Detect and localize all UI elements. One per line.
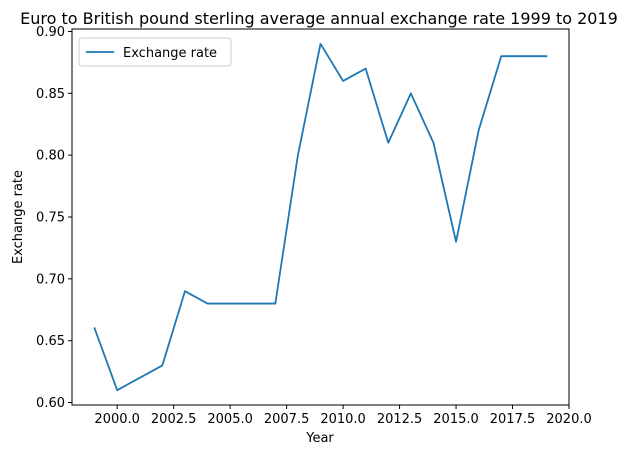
legend-label: Exchange rate [123, 46, 217, 61]
x-tick-label: 2010.0 [320, 412, 366, 427]
y-axis: 0.60 0.65 0.70 0.75 0.80 0.85 0.90 [36, 25, 72, 411]
y-tick-label: 0.65 [36, 334, 65, 349]
x-tick-label: 2005.0 [207, 412, 253, 427]
x-tick-label: 2017.5 [490, 412, 536, 427]
x-tick-label: 2020.0 [546, 412, 592, 427]
legend-box [78, 37, 232, 67]
x-tick-label: 2012.5 [377, 412, 423, 427]
x-tick-label: 2002.5 [151, 412, 197, 427]
y-tick-label: 0.80 [36, 149, 65, 164]
series-line [93, 42, 548, 392]
y-axis-title: Exchange rate [11, 170, 26, 264]
y-tick-label: 0.70 [36, 272, 65, 287]
chart-title: Euro to British pound sterling average a… [20, 9, 618, 28]
x-axis-title: Year [305, 431, 334, 446]
y-tick-label: 0.85 [36, 87, 65, 102]
y-tick-label: 0.90 [36, 25, 65, 40]
x-axis: 2000.0 2002.5 2005.0 2007.5 2010.0 2012.5 2015… [94, 405, 592, 427]
legend: Exchange rate [78, 37, 232, 67]
y-tick-label: 0.60 [36, 396, 65, 411]
y-tick-label: 0.75 [36, 211, 65, 226]
x-tick-label: 2007.5 [264, 412, 310, 427]
plot-area [93, 42, 548, 392]
axes-frame [71, 28, 570, 406]
x-tick-label: 2015.0 [433, 412, 479, 427]
x-tick-label: 2000.0 [94, 412, 140, 427]
